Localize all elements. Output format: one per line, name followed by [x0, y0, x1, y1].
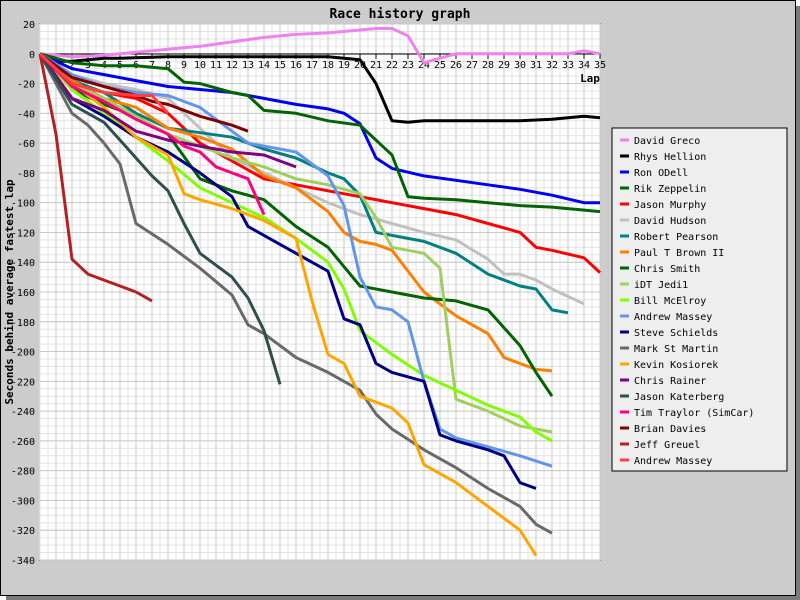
series-line	[38, 52, 282, 385]
x-tick-label: 26	[450, 60, 462, 71]
series-line	[38, 52, 538, 557]
legend-label: Jeff Greuel	[634, 440, 700, 451]
x-tick-label: 31	[530, 60, 542, 71]
y-tick-label: -120	[11, 228, 35, 239]
x-tick-label: 30	[514, 60, 526, 71]
legend-label: Brian Davies	[634, 424, 706, 435]
legend-label: Rik Zeppelin	[634, 184, 706, 195]
legend-label: Jason Katerberg	[634, 392, 724, 403]
legend-label: Paul T Brown II	[634, 248, 724, 259]
x-tick-label: 33	[562, 60, 574, 71]
legend-label: iDT Jedi1	[634, 280, 688, 291]
x-tick-label: 11	[210, 60, 222, 71]
x-tick-label: 21	[370, 60, 382, 71]
legend-label: Mark St Martin	[634, 344, 718, 355]
y-tick-label: -140	[11, 258, 35, 269]
x-tick-label: 18	[322, 60, 334, 71]
y-tick-label: -260	[11, 437, 35, 448]
x-tick-label: 23	[402, 60, 414, 71]
x-tick-label: 29	[498, 60, 510, 71]
x-tick-label: 27	[466, 60, 478, 71]
series-line	[38, 53, 153, 303]
y-axis-label: Seconds behind average fastest lap	[3, 179, 16, 405]
legend-label: Steve Schields	[634, 328, 718, 339]
x-tick-label: 28	[482, 60, 494, 71]
y-tick-label: -100	[11, 199, 35, 210]
x-tick-label: 22	[386, 60, 398, 71]
x-tick-label: 24	[418, 60, 430, 71]
x-tick-label: 15	[274, 60, 286, 71]
y-tick-label: -240	[11, 407, 35, 418]
x-tick-label: 19	[338, 60, 350, 71]
x-tick-label: 10	[194, 60, 206, 71]
legend-label: Andrew Massey	[634, 456, 712, 467]
x-tick-label: 8	[165, 60, 171, 71]
x-tick-label: 25	[434, 60, 446, 71]
chart-title: Race history graph	[330, 7, 471, 22]
y-tick-label: -320	[11, 526, 35, 537]
x-tick-label: 12	[226, 60, 238, 71]
legend-label: David Hudson	[634, 216, 706, 227]
x-tick-label: 17	[306, 60, 318, 71]
y-tick-label: -340	[11, 556, 35, 567]
y-tick-label: -180	[11, 318, 35, 329]
legend-label: Chris Smith	[634, 264, 700, 275]
x-tick-label: 20	[354, 60, 366, 71]
legend-box	[611, 127, 788, 472]
series-line	[39, 52, 601, 124]
series-line	[38, 52, 297, 169]
legend: David Greco Rhys Hellion Ron ODell Rik Zepp…	[620, 136, 754, 467]
legend-label: Jason Murphy	[634, 200, 706, 211]
y-tick-label: -220	[11, 377, 35, 388]
y-tick-label: -40	[17, 109, 35, 120]
series-line	[39, 52, 553, 373]
series-line	[39, 52, 600, 205]
series-line	[39, 52, 249, 133]
y-axis-ticks: 20 0 -20 -40 -60 -80 -100 -120 -140 -160 -180 -200 -…	[11, 20, 35, 567]
y-tick-label: -200	[11, 348, 35, 359]
x-tick-label: 16	[290, 60, 302, 71]
legend-label: Ron ODell	[634, 168, 688, 179]
series-line	[38, 53, 553, 535]
y-tick-label: -80	[17, 169, 35, 180]
y-tick-label: -60	[17, 139, 35, 150]
legend-label: Robert Pearson	[634, 232, 718, 243]
series-line	[39, 52, 569, 315]
y-tick-label: -280	[11, 467, 35, 478]
x-tick-label: 14	[258, 60, 270, 71]
y-tick-label: -300	[11, 496, 35, 507]
x-tick-label: 35	[594, 60, 606, 71]
x-tick-label: 7	[149, 60, 155, 71]
series-line	[38, 52, 553, 434]
y-tick-label: 0	[29, 50, 35, 61]
x-axis-label: Lap	[580, 72, 600, 85]
x-tick-label: 2	[69, 60, 75, 71]
series-lines	[38, 27, 602, 557]
legend-label: Bill McElroy	[634, 296, 706, 307]
x-tick-label: 32	[546, 60, 558, 71]
series-line	[39, 52, 601, 214]
legend-label: Rhys Hellion	[634, 152, 706, 163]
series-line	[39, 52, 602, 274]
x-tick-label: 9	[181, 60, 187, 71]
y-tick-label: -20	[17, 80, 35, 91]
y-tick-label: 20	[23, 20, 35, 31]
y-tick-label: -160	[11, 288, 35, 299]
x-tick-label: 13	[242, 60, 254, 71]
legend-label: Andrew Massey	[634, 312, 712, 323]
legend-label: Chris Rainer	[634, 376, 706, 387]
series-line	[38, 52, 170, 115]
series-line	[38, 52, 266, 216]
legend-label: David Greco	[634, 136, 700, 147]
legend-label: Kevin Kosiorek	[634, 360, 718, 371]
legend-label: Tim Traylor (SimCar)	[634, 408, 754, 419]
x-tick-label: 34	[578, 60, 590, 71]
series-line	[39, 27, 601, 65]
